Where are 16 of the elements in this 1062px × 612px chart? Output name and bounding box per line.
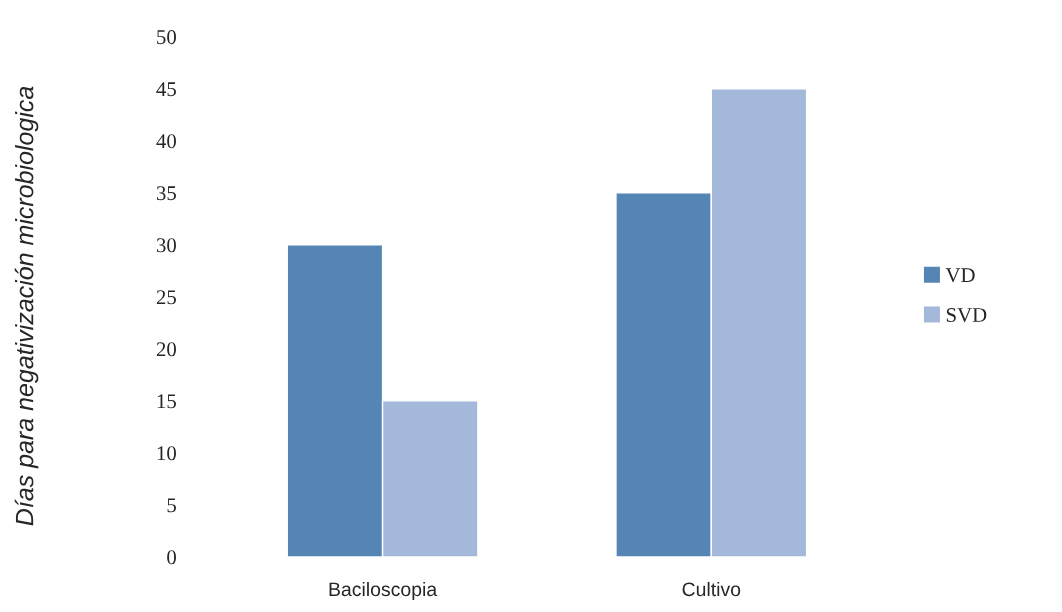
- x-tick-label: Baciloscopia: [329, 581, 438, 601]
- y-tick-label: 35: [156, 186, 176, 201]
- legend-label: SVD: [946, 308, 987, 323]
- x-tick-label: Cultivo: [682, 581, 741, 597]
- y-tick-label: 40: [156, 134, 176, 149]
- y-axis-title: Días para negativización microbiologica: [14, 86, 39, 526]
- y-tick-label: 10: [157, 446, 176, 461]
- y-tick-label: 5: [167, 498, 176, 513]
- y-tick-label: 20: [156, 342, 176, 357]
- y-tick-label: 50: [157, 30, 176, 45]
- y-tick-label: 30: [156, 238, 176, 253]
- legend-label: VD: [945, 268, 975, 283]
- y-tick-label: 25: [156, 290, 176, 305]
- y-tick-label: 15: [157, 394, 176, 409]
- y-tick-label: 0: [167, 550, 176, 565]
- y-tick-label: 45: [156, 82, 176, 97]
